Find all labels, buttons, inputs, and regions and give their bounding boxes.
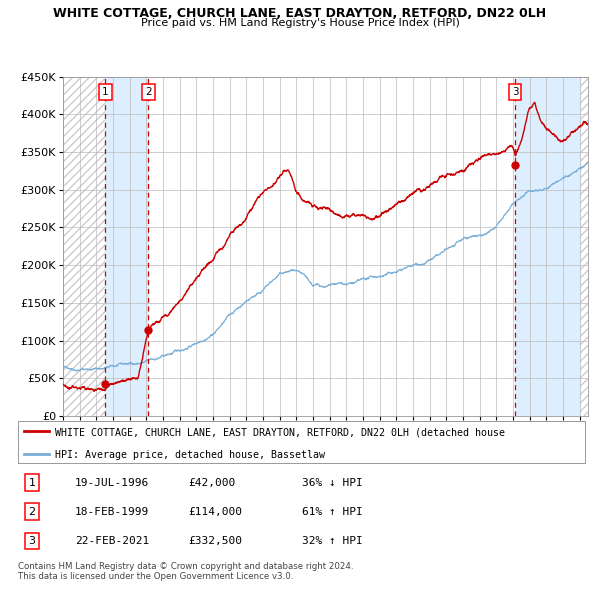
Text: £332,500: £332,500 [188,536,242,546]
Text: 1: 1 [29,477,35,487]
Text: 32% ↑ HPI: 32% ↑ HPI [302,536,362,546]
Text: 18-FEB-1999: 18-FEB-1999 [75,507,149,517]
Text: WHITE COTTAGE, CHURCH LANE, EAST DRAYTON, RETFORD, DN22 0LH: WHITE COTTAGE, CHURCH LANE, EAST DRAYTON… [53,7,547,20]
Text: HPI: Average price, detached house, Bassetlaw: HPI: Average price, detached house, Bass… [55,450,325,460]
Text: 22-FEB-2021: 22-FEB-2021 [75,536,149,546]
Bar [106,77,148,416]
Text: £42,000: £42,000 [188,477,235,487]
Text: WHITE COTTAGE, CHURCH LANE, EAST DRAYTON, RETFORD, DN22 0LH (detached house: WHITE COTTAGE, CHURCH LANE, EAST DRAYTON… [55,428,505,438]
Text: Contains HM Land Registry data © Crown copyright and database right 2024.: Contains HM Land Registry data © Crown c… [18,562,353,571]
Text: 1: 1 [102,87,109,97]
Text: 2: 2 [29,507,36,517]
Text: This data is licensed under the Open Government Licence v3.0.: This data is licensed under the Open Gov… [18,572,293,581]
Text: 2: 2 [145,87,152,97]
Text: Price paid vs. HM Land Registry's House Price Index (HPI): Price paid vs. HM Land Registry's House … [140,18,460,28]
Text: 3: 3 [512,87,518,97]
Bar [515,77,580,416]
Text: 36% ↓ HPI: 36% ↓ HPI [302,477,362,487]
Text: 19-JUL-1996: 19-JUL-1996 [75,477,149,487]
Text: £114,000: £114,000 [188,507,242,517]
Text: 61% ↑ HPI: 61% ↑ HPI [302,507,362,517]
Text: 3: 3 [29,536,35,546]
